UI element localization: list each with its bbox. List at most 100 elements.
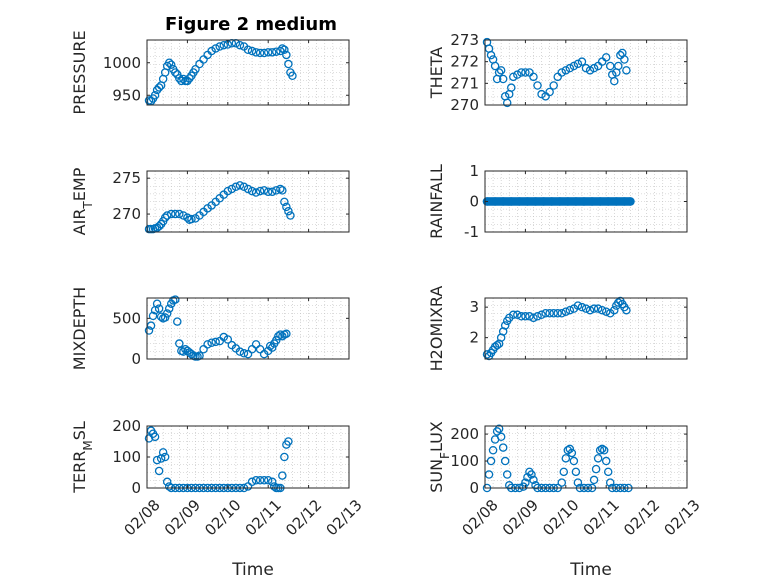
y-axis-label: SUNFLUX [427, 421, 452, 493]
data-point [620, 197, 629, 206]
data-point [589, 475, 599, 485]
x-tick-label: 02/11 [580, 496, 623, 539]
data-point [162, 309, 172, 318]
data-point [162, 477, 172, 487]
data-point [243, 45, 253, 55]
data-point [286, 211, 295, 220]
x-tick-label: 02/08 [458, 496, 501, 539]
data-point [183, 76, 192, 86]
data-point [276, 184, 285, 194]
data-point [517, 312, 526, 321]
data-point [154, 304, 164, 313]
data-point [537, 310, 546, 320]
data-point [282, 329, 291, 339]
data-point [502, 98, 512, 108]
data-point [251, 48, 261, 57]
x-axis-label: Time [569, 560, 612, 580]
subplot-h2omixra: 2 3 H2OMIXRA [427, 286, 688, 372]
data-point [533, 312, 542, 321]
y-tick-label: 200 [112, 417, 141, 435]
axes-box [484, 39, 688, 106]
y-tick-label: -1 [464, 223, 479, 241]
data-point [549, 308, 558, 318]
data-point [150, 91, 160, 100]
axes-box [484, 425, 688, 489]
data-point [227, 184, 237, 194]
data-point [561, 307, 571, 316]
y-axis-label: TERRMSL [70, 421, 95, 494]
data-point [517, 68, 526, 77]
y-tick-label: 272 [450, 53, 479, 71]
data-point [219, 40, 229, 50]
data-point [581, 63, 591, 73]
data-point [263, 48, 273, 57]
data-point [203, 340, 212, 349]
data-point [620, 55, 629, 64]
subplot-mixdepth: 0 500 MIXDEPTH [70, 287, 350, 370]
data-point [160, 213, 170, 222]
data-point [154, 83, 164, 92]
y-axis-label: THETA [427, 47, 446, 99]
data-point [507, 83, 516, 92]
data-point [280, 45, 289, 55]
data-point [519, 482, 528, 491]
data-point [601, 307, 611, 316]
data-point [235, 181, 245, 190]
data-point [509, 310, 518, 320]
data-point [585, 66, 595, 75]
data-point [223, 186, 233, 196]
data-point [177, 76, 186, 86]
data-point [612, 197, 621, 206]
y-tick-label: 200 [450, 425, 479, 443]
data-point [507, 197, 516, 206]
data-point [486, 50, 496, 60]
y-tick-label: 2 [469, 329, 479, 347]
data-point [539, 197, 548, 206]
data-point [622, 66, 631, 75]
data-point [565, 305, 575, 315]
data-point [247, 46, 257, 56]
data-point [239, 182, 249, 192]
data-point [567, 448, 577, 458]
data-point [581, 304, 591, 313]
data-point [525, 312, 534, 321]
data-point [610, 305, 619, 315]
data-point [585, 305, 595, 315]
data-point [251, 188, 261, 197]
data-point [255, 186, 265, 196]
data-point [591, 464, 601, 474]
data-point [166, 209, 176, 219]
data-point [599, 446, 609, 455]
data-point [563, 197, 573, 206]
data-point [482, 197, 492, 206]
data-point [187, 214, 196, 224]
data-point [490, 197, 500, 206]
data-point [288, 71, 297, 81]
data-point [523, 197, 532, 206]
y-tick-label: 100 [112, 448, 141, 466]
x-tick-label: 02/12 [620, 496, 663, 539]
data-point [626, 197, 635, 206]
data-point [278, 471, 287, 480]
data-point [278, 186, 287, 195]
data-point [541, 308, 550, 318]
data-point [255, 48, 265, 58]
data-point [595, 197, 605, 206]
data-point [579, 197, 589, 206]
data-point [284, 59, 293, 69]
data-point [488, 446, 498, 455]
axes-box [146, 170, 350, 233]
data-point [614, 298, 623, 307]
data-point [276, 46, 285, 56]
data-point [557, 68, 567, 77]
y-axis-label: H2OMIXRA [427, 286, 446, 372]
data-point [171, 209, 180, 219]
axes-box [146, 297, 350, 360]
data-point [557, 308, 567, 318]
data-point [164, 304, 174, 313]
data-point [164, 58, 174, 68]
data-point [529, 475, 538, 485]
data-point [259, 475, 269, 485]
